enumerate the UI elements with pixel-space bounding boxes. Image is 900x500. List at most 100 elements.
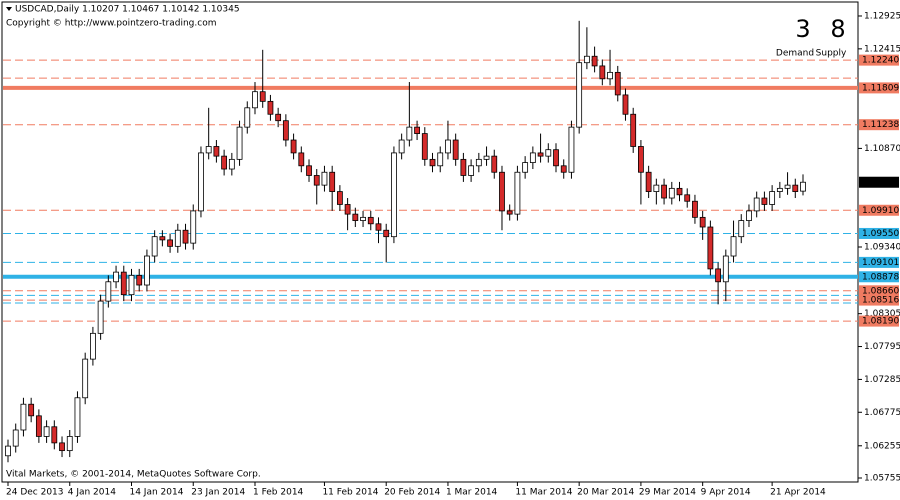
x-tick-label: 11 Feb 2014	[322, 488, 378, 498]
candle-body	[614, 71, 621, 96]
candle-body	[445, 139, 451, 154]
candle-body	[475, 158, 482, 167]
menu-triangle	[6, 7, 12, 11]
candle-body	[97, 300, 104, 334]
candle-body	[290, 139, 297, 154]
candle-body	[236, 126, 243, 160]
y-tick-label: 1.08305	[864, 309, 900, 319]
candle-body	[661, 184, 667, 199]
candle-body	[645, 171, 652, 192]
candle-body	[599, 65, 606, 80]
candle-body	[282, 120, 289, 141]
current-price-label: 1.10345	[862, 178, 899, 188]
candle-body	[352, 213, 359, 221]
candle-body	[668, 187, 675, 199]
candle-body	[529, 152, 536, 163]
x-tick-label: 29 Mar 2014	[639, 488, 696, 498]
candle-body	[74, 397, 81, 437]
level-label-box	[859, 54, 899, 66]
candle-body	[244, 107, 251, 128]
candle-body	[576, 62, 583, 128]
y-tick-label: 1.05755	[864, 474, 900, 484]
level-label-box	[859, 227, 899, 239]
candle-body	[560, 165, 567, 173]
level-label: 1.08660	[862, 286, 899, 296]
candle-body	[437, 152, 444, 167]
candle-body	[275, 113, 282, 122]
candle-body	[174, 229, 181, 247]
y-tick-label: 1.07285	[864, 375, 900, 385]
y-tick-label: 1.06255	[864, 441, 900, 451]
x-tick-label: 4 Jan 2014	[68, 488, 116, 498]
candle-body	[205, 146, 212, 154]
candle-body	[607, 71, 613, 80]
level-label-box	[859, 82, 899, 94]
candle-body	[82, 358, 89, 399]
level-label-box	[859, 271, 899, 283]
x-tick-label: 11 Mar 2014	[515, 488, 572, 498]
candle-body	[182, 229, 189, 244]
demand-count: 3	[795, 15, 810, 43]
supply-label: Supply	[816, 49, 847, 59]
candle-body	[259, 91, 266, 102]
candle-body	[553, 149, 559, 167]
candle-body	[113, 271, 119, 283]
candle-body	[491, 155, 498, 173]
level-label-box	[859, 315, 899, 327]
candle-body	[421, 133, 428, 160]
candle-body	[159, 236, 166, 241]
candle-body	[383, 229, 390, 238]
candle-body	[59, 442, 65, 452]
candle-body	[151, 236, 158, 257]
candle-body	[653, 184, 660, 192]
candle-body	[391, 152, 397, 238]
level-label: 1.09550	[862, 229, 899, 239]
candles	[5, 20, 806, 463]
candle-body	[738, 220, 745, 238]
chart-header: USDCAD,Daily 1.10207 1.10467 1.10142 1.1…	[15, 5, 240, 15]
candle-body	[375, 223, 382, 231]
candle-body	[545, 149, 552, 157]
candle-body	[715, 268, 721, 283]
copyright: Copyright © http://www.pointzero-trading…	[6, 19, 216, 29]
candle-body	[792, 184, 799, 192]
candle-body	[198, 152, 204, 212]
candle-body	[336, 191, 343, 205]
candle-body	[406, 126, 413, 141]
level-label: 1.08878	[862, 272, 899, 282]
candle-body	[90, 332, 96, 360]
level-label: 1.11238	[862, 120, 899, 130]
candle-body	[144, 255, 150, 286]
candle-body	[730, 236, 737, 257]
candle-body	[429, 158, 436, 167]
candle-body	[499, 171, 505, 212]
x-tick-label: 1 Feb 2014	[253, 488, 304, 498]
candle-body	[221, 155, 228, 170]
footer: Vital Markets, © 2001-2014, MetaQuotes S…	[6, 470, 261, 480]
candle-body	[784, 184, 791, 189]
x-tick-label: 1 Mar 2014	[446, 488, 498, 498]
candle-body	[313, 175, 320, 186]
level-label: 1.08516	[862, 296, 899, 306]
candle-body	[630, 113, 637, 147]
x-tick-label: 14 Jan 2014	[129, 488, 183, 498]
demand-label: Demand	[776, 49, 814, 59]
level-label: 1.09910	[862, 206, 899, 216]
level-label: 1.09101	[862, 258, 899, 268]
level-label-box	[859, 285, 899, 297]
candle-body	[213, 146, 220, 157]
candle-body	[298, 152, 305, 167]
candle-body	[120, 271, 127, 296]
current-price-box	[859, 176, 899, 188]
candle-body	[167, 239, 173, 247]
x-tick-label: 20 Feb 2014	[384, 488, 440, 498]
level-label-box	[859, 294, 899, 306]
y-tick-label: 1.10870	[864, 144, 900, 154]
candle-body	[51, 426, 58, 444]
candle-body	[414, 126, 420, 134]
candle-body	[306, 165, 312, 176]
candle-body	[367, 216, 374, 225]
candle-body	[5, 445, 11, 457]
candle-body	[583, 55, 590, 64]
